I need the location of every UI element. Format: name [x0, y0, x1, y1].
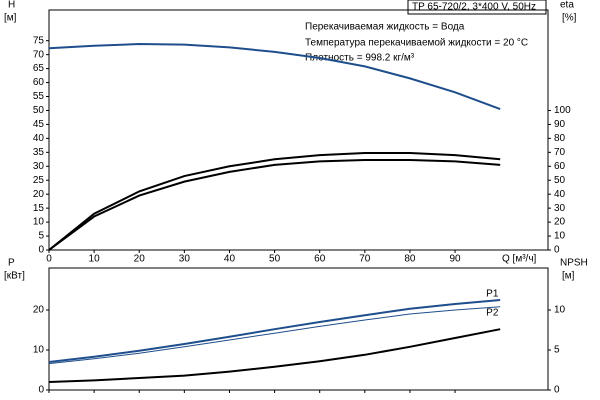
y2-tick-label: 30 — [554, 203, 566, 214]
y-label: H — [8, 0, 15, 11]
y2-tick-label: 80 — [554, 133, 566, 144]
y-tick-label: 5 — [38, 231, 44, 242]
y-tick-label: 10 — [33, 345, 45, 356]
y-unit: [кВт] — [4, 271, 25, 282]
y2-unit: [м] — [562, 271, 575, 282]
x-tick-label: 20 — [134, 254, 146, 265]
y-tick-label: 75 — [33, 35, 45, 46]
header: TP 65-720/2, 3*400 V, 50Hz — [412, 2, 536, 13]
x-tick-label: 10 — [89, 254, 101, 265]
y2-tick-label: 90 — [554, 119, 566, 130]
y-label: P — [8, 258, 15, 269]
series-label: P2 — [486, 307, 499, 318]
y2-tick-label: 70 — [554, 147, 566, 158]
curve — [48, 43, 501, 111]
y-tick-label: 60 — [33, 77, 45, 88]
y2-tick-label: 5 — [554, 345, 560, 356]
y-tick-label: 55 — [33, 91, 45, 102]
y-tick-label: 50 — [33, 105, 45, 116]
y2-tick-label: 10 — [554, 305, 566, 316]
x-tick-label: 60 — [314, 254, 326, 265]
y2-label: eta — [560, 0, 574, 11]
series-label: P1 — [486, 289, 499, 300]
y-unit: [м] — [4, 13, 17, 24]
y-tick-label: 0 — [38, 385, 44, 396]
curve — [48, 299, 501, 363]
x-tick-label: 50 — [269, 254, 281, 265]
y2-tick-label: 40 — [554, 189, 566, 200]
y-tick-label: 70 — [33, 49, 45, 60]
y-tick-label: 65 — [33, 63, 45, 74]
x-label: Q [м³/ч] — [502, 254, 537, 265]
y2-tick-label: 100 — [554, 105, 571, 116]
y-tick-label: 20 — [33, 305, 45, 316]
y2-label: NPSH — [560, 258, 588, 269]
y-tick-label: 25 — [33, 175, 45, 186]
y2-tick-label: 50 — [554, 175, 566, 186]
curve — [48, 159, 501, 251]
x-tick-label: 70 — [359, 254, 371, 265]
note: Плотность = 998.2 кг/м³ — [305, 53, 415, 64]
y2-tick-label: 60 — [554, 161, 566, 172]
y-tick-label: 20 — [33, 189, 45, 200]
y2-tick-label: 0 — [554, 385, 560, 396]
plot-frame — [48, 9, 549, 251]
y2-unit: [%] — [562, 13, 577, 24]
y-tick-label: 45 — [33, 119, 45, 130]
x-tick-label: 40 — [224, 254, 236, 265]
y-tick-label: 35 — [33, 147, 45, 158]
curve — [48, 328, 501, 383]
x-tick-label: 90 — [449, 254, 461, 265]
curve — [48, 152, 501, 251]
x-tick-label: 30 — [179, 254, 191, 265]
curve — [48, 306, 501, 365]
plot-frame — [48, 267, 549, 391]
x-tick-label: 80 — [404, 254, 416, 265]
note: Температура перекачиваемой жидкости = 20… — [305, 38, 528, 49]
y-tick-label: 30 — [33, 161, 45, 172]
x-tick-label: 0 — [46, 254, 52, 265]
y-tick-label: 15 — [33, 203, 45, 214]
y-tick-label: 0 — [38, 245, 44, 256]
note: Перекачиваемая жидкость = Вода — [305, 22, 465, 33]
y-tick-label: 10 — [33, 217, 45, 228]
y2-tick-label: 0 — [554, 245, 560, 256]
y2-tick-label: 20 — [554, 217, 566, 228]
y2-tick-label: 10 — [554, 231, 566, 242]
y-tick-label: 40 — [33, 133, 45, 144]
